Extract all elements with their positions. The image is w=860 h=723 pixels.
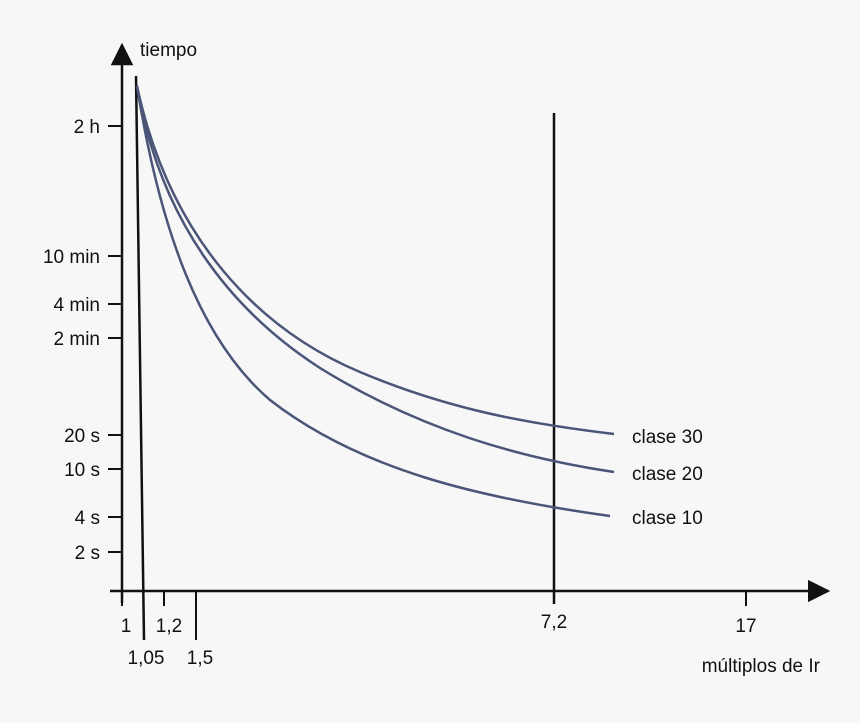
x-tick-label: 1,5 — [187, 648, 213, 669]
x-tick-label: 1 — [121, 616, 132, 637]
y-tick-label: 10 s — [64, 460, 100, 481]
y-tick-label: 4 min — [54, 295, 100, 316]
x-axis-title: múltiplos de Ir — [702, 656, 821, 677]
series-label-clase-20: clase 20 — [632, 464, 703, 485]
x-tick-label: 1,2 — [156, 616, 182, 637]
series-label-clase-30: clase 30 — [632, 427, 703, 448]
y-tick-label: 2 s — [75, 543, 100, 564]
series-line-clase-20 — [135, 85, 615, 474]
y-tick-label: 4 s — [75, 508, 100, 529]
y-axis-title: tiempo — [140, 40, 197, 61]
y-tick-label: 2 min — [54, 329, 100, 350]
series-line-clase-30 — [135, 85, 615, 436]
y-tick-label: 2 h — [74, 117, 100, 138]
y-tick-label: 10 min — [43, 247, 100, 268]
y-tick-label: 20 s — [64, 426, 100, 447]
x-tick-mark-1-05 — [134, 75, 146, 641]
x-tick-label: 1,05 — [128, 648, 165, 669]
series-group — [135, 85, 615, 518]
y-ticks: 2 h 10 min 4 min 2 min 20 s 10 s 4 s 2 s — [43, 117, 122, 564]
series-line-clase-10 — [135, 85, 611, 518]
x-ticks: 1 1,05 1,2 1,5 7,2 17 — [121, 591, 757, 669]
x-tick-label: 7,2 — [541, 612, 567, 633]
series-label-clase-10: clase 10 — [632, 508, 703, 529]
x-tick-label: 17 — [735, 616, 756, 637]
